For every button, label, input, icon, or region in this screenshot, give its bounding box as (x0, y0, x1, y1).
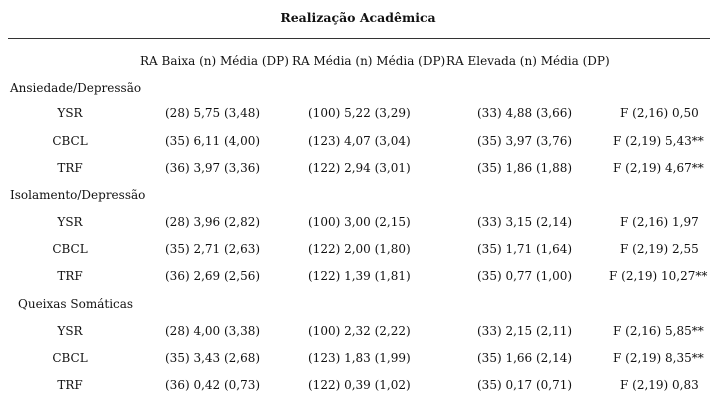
row-label: YSR (57, 106, 83, 120)
cell-f-statistic: F (2,19) 2,55 (620, 242, 699, 256)
section-title-queixas-somaticas: Queixas Somáticas (18, 297, 134, 311)
cell-ra-baixa: (35) 2,71 (2,63) (165, 242, 261, 256)
cell-ra-media: (122) 2,00 (1,80) (308, 242, 411, 256)
header-ra-media: RA Média (n) Média (DP) (292, 54, 446, 68)
cell-ra-baixa: (28) 5,75 (3,48) (165, 106, 261, 120)
cell-ra-media: (100) 5,22 (3,29) (308, 106, 411, 120)
cell-ra-media: (122) 1,39 (1,81) (308, 269, 411, 283)
section-title-isolamento-depressao: Isolamento/Depressão (10, 188, 146, 202)
cell-f-statistic: F (2,16) 1,97 (620, 215, 699, 229)
cell-ra-media: (100) 3,00 (2,15) (308, 215, 411, 229)
row-label: TRF (57, 378, 83, 392)
cell-ra-baixa: (36) 0,42 (0,73) (165, 378, 261, 392)
cell-f-statistic: F (2,19) 5,43** (613, 134, 704, 148)
row-label: CBCL (52, 242, 88, 256)
header-ra-baixa: RA Baixa (n) Média (DP) (140, 54, 289, 68)
cell-ra-media: (122) 0,39 (1,02) (308, 378, 411, 392)
cell-f-statistic: F (2,19) 10,27** (609, 269, 708, 283)
row-label: YSR (57, 215, 83, 229)
row-label: YSR (57, 324, 83, 338)
row-label: CBCL (52, 351, 88, 365)
table-title: Realização Acadêmica (280, 10, 436, 25)
cell-ra-media: (123) 1,83 (1,99) (308, 351, 411, 365)
cell-ra-elevada: (33) 4,88 (3,66) (477, 106, 573, 120)
cell-f-statistic: F (2,16) 0,50 (620, 106, 699, 120)
cell-ra-elevada: (35) 3,97 (3,76) (477, 134, 573, 148)
row-label: CBCL (52, 134, 88, 148)
cell-ra-baixa: (35) 6,11 (4,00) (165, 134, 261, 148)
cell-ra-elevada: (33) 2,15 (2,11) (477, 324, 573, 338)
cell-ra-baixa: (28) 3,96 (2,82) (165, 215, 261, 229)
cell-ra-elevada: (35) 0,77 (1,00) (477, 269, 573, 283)
cell-ra-baixa: (28) 4,00 (3,38) (165, 324, 261, 338)
cell-ra-baixa: (35) 3,43 (2,68) (165, 351, 261, 365)
cell-ra-elevada: (33) 3,15 (2,14) (477, 215, 573, 229)
cell-ra-media: (100) 2,32 (2,22) (308, 324, 411, 338)
cell-ra-elevada: (35) 1,66 (2,14) (477, 351, 573, 365)
cell-ra-elevada: (35) 0,17 (0,71) (477, 378, 573, 392)
cell-ra-baixa: (36) 2,69 (2,56) (165, 269, 261, 283)
cell-ra-media: (122) 2,94 (3,01) (308, 161, 411, 175)
row-label: TRF (57, 269, 83, 283)
row-label: TRF (57, 161, 83, 175)
cell-f-statistic: F (2,19) 8,35** (613, 351, 704, 365)
cell-f-statistic: F (2,19) 4,67** (613, 161, 704, 175)
cell-ra-baixa: (36) 3,97 (3,36) (165, 161, 261, 175)
cell-f-statistic: F (2,19) 0,83 (620, 378, 699, 392)
cell-ra-elevada: (35) 1,86 (1,88) (477, 161, 573, 175)
title-divider (8, 38, 710, 39)
section-title-ansiedade-depressao: Ansiedade/Depressão (10, 81, 142, 95)
cell-ra-media: (123) 4,07 (3,04) (308, 134, 411, 148)
header-ra-elevada: RA Elevada (n) Média (DP) (446, 54, 610, 68)
cell-f-statistic: F (2,16) 5,85** (613, 324, 704, 338)
cell-ra-elevada: (35) 1,71 (1,64) (477, 242, 573, 256)
